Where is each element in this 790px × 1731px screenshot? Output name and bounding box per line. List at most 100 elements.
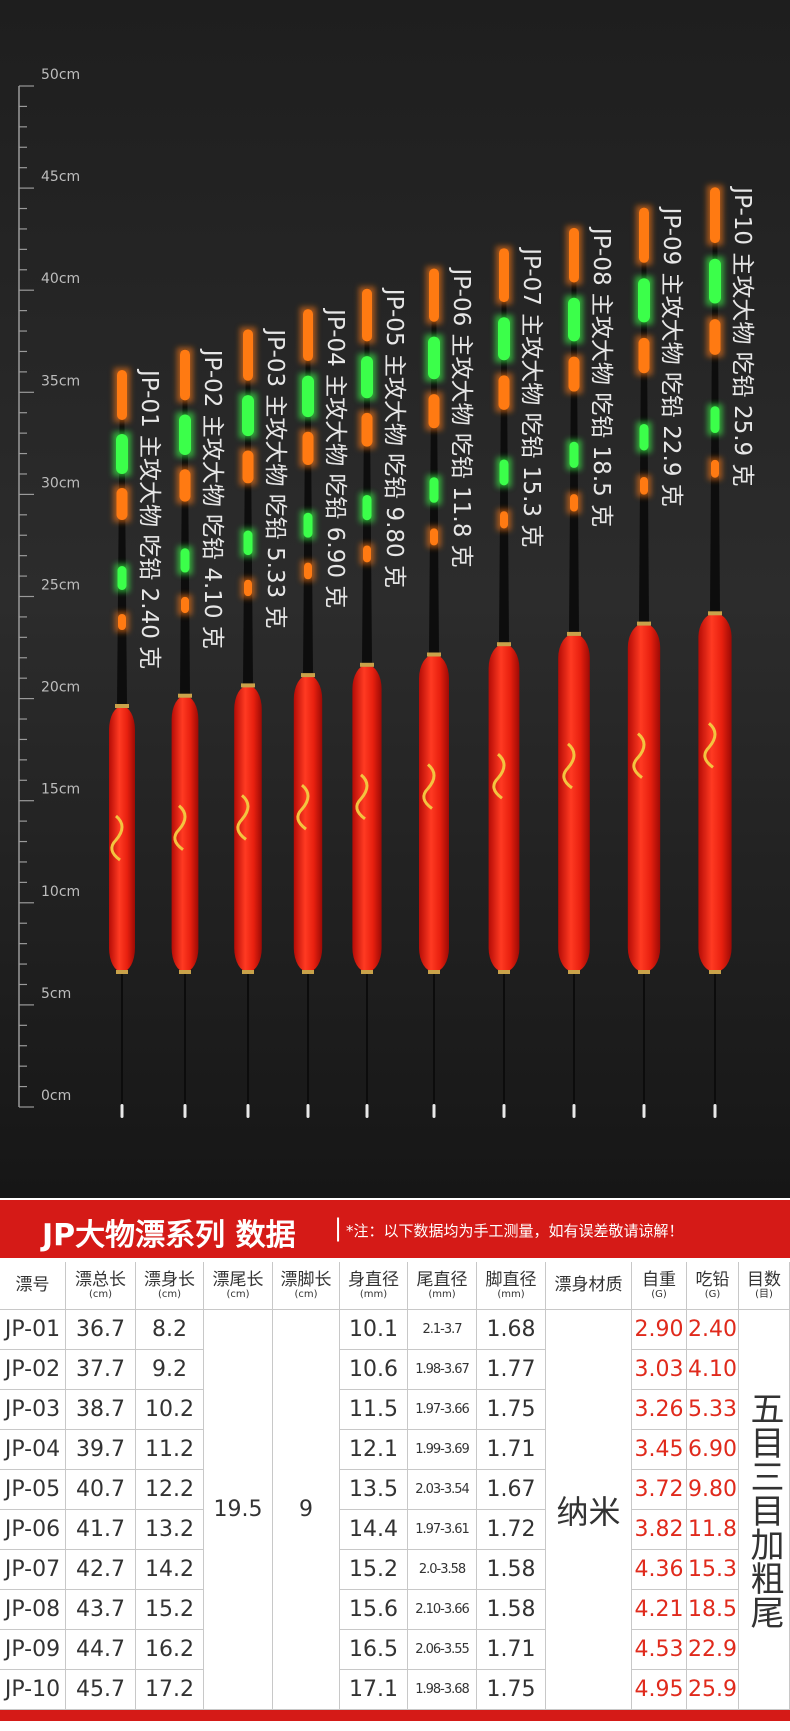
antenna-segment [180,548,190,573]
header-cell: 身直径 (mm) [340,1262,408,1310]
cell-text: 10.6 [349,1357,398,1382]
cell-text: 3.26 [634,1397,684,1422]
float-body [109,706,135,972]
cell-text: 9.2 [152,1357,187,1382]
table-cell: 15.6 [340,1590,408,1630]
body-band [179,970,191,974]
cell-text: 11.2 [145,1437,194,1462]
ruler-label: 15cm [41,782,80,798]
ruler-label: 45cm [41,169,80,185]
column-unit: (cm) [294,1288,318,1300]
column-name: 漂号 [15,1275,50,1295]
cell-text: 11.8 [688,1517,737,1542]
table-cell: 11.5 [340,1390,408,1430]
body-band [301,673,315,678]
table-cell: 10.6 [340,1350,408,1390]
antenna-segment [569,227,579,283]
merged-cell: 五目三目加粗尾 [739,1310,790,1710]
antenna-segment [640,476,648,495]
cell-text: 13.5 [349,1477,398,1502]
antenna-segment [303,512,313,538]
column-unit: (cm) [88,1288,113,1300]
table-cell: 16.5 [340,1630,408,1670]
column-unit: (G) [704,1288,721,1300]
body-band [637,621,651,626]
header-cell: 漂总长 (cm) [66,1262,136,1310]
grade-text: 五目三目加粗尾 [744,1390,784,1629]
table-cell: 11.8 [687,1510,739,1550]
table-cell: 1.75 [477,1390,546,1430]
table-cell: 13.5 [340,1470,408,1510]
antenna-segment [244,579,252,597]
cell-text: 12.2 [145,1477,194,1502]
cell-text: 6.90 [688,1437,737,1462]
cell-text: 1.58 [486,1597,536,1622]
ruler-label: 40cm [41,271,80,287]
antenna-segment [428,394,440,429]
antenna-segment [361,412,373,447]
cell-text: JP-08 [4,1597,61,1622]
cell-text: 1.77 [486,1357,536,1382]
cell-text: 45.7 [76,1677,125,1702]
cell-text: JP-10 [4,1677,61,1702]
table-cell: 2.03-3.54 [408,1470,477,1510]
table-cell: 16.2 [136,1630,204,1670]
foot-tip [306,1104,310,1118]
antenna-segment [710,406,720,434]
antenna-segment [428,336,440,380]
cell-text: 39.7 [76,1437,125,1462]
float-body [171,695,199,972]
cell-text: 1.97-3.61 [415,1522,470,1537]
header-cell: 漂身材质 [546,1262,632,1310]
antenna-segment [362,288,372,342]
table-cell: 9.80 [687,1470,739,1510]
cell-text: 40.7 [76,1477,125,1502]
table-cell: JP-01 [0,1310,66,1350]
table-cell: 5.33 [687,1390,739,1430]
body-band [178,693,192,698]
table-cell: 1.98-3.67 [408,1350,477,1390]
cell-text: JP-06 [4,1517,61,1542]
table-cell: 6.90 [687,1430,739,1470]
cell-text: 17.1 [349,1677,398,1702]
table-cell: 4.36 [632,1550,687,1590]
foot-tip [365,1104,369,1118]
antenna-segment [302,375,314,418]
ruler-label: 10cm [41,884,80,900]
antenna-segment [180,349,190,401]
table-cell: JP-09 [0,1630,66,1670]
cell-text: JP-02 [4,1357,61,1382]
cell-text: 2.0-3.58 [418,1562,466,1577]
antenna-segment [568,356,580,392]
cell-text: 41.7 [76,1517,125,1542]
float-body [293,675,323,972]
antenna-segment [498,317,510,361]
table-cell: 1.71 [477,1430,546,1470]
cell-text: 15.2 [349,1557,398,1582]
cell-text: 1.98-3.68 [415,1682,470,1697]
merged-cell: 9 [273,1310,340,1710]
table-cell: 43.7 [66,1590,136,1630]
cell-text: 2.1-3.7 [422,1322,462,1337]
table-cell: 1.97-3.66 [408,1390,477,1430]
cell-text: 4.10 [688,1357,737,1382]
table-cell: 25.9 [687,1670,739,1710]
cell-text: 1.71 [486,1437,536,1462]
ruler-label: 0cm [41,1088,71,1104]
ruler-label: 50cm [41,67,80,83]
table-cell: 4.95 [632,1670,687,1710]
table-cell: 22.9 [687,1630,739,1670]
column-unit: (mm) [359,1288,388,1300]
antenna-segment [179,414,191,456]
column-name: 漂尾长 [212,1269,264,1290]
antenna-segment [242,450,254,484]
logo [236,794,250,841]
ruler-label: 30cm [41,475,80,491]
antenna-segment [639,207,649,263]
foot-tip [713,1104,717,1118]
cell-text: JP-01 [4,1317,61,1342]
foot-tip [120,1104,124,1118]
column-name: 目数 [747,1269,781,1290]
foot-tip [246,1104,250,1118]
